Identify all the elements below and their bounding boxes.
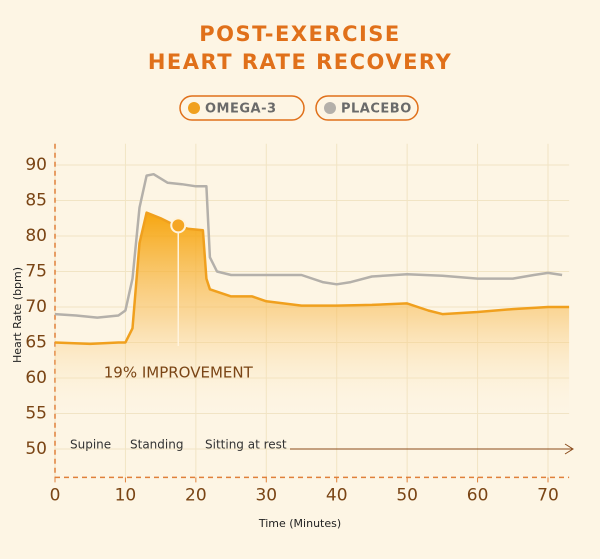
y-axis-label: Heart Rate (bpm) [11, 267, 24, 363]
x-tick-label: 30 [255, 485, 277, 505]
phase-label: Sitting at rest [205, 438, 287, 452]
series-area [55, 212, 570, 478]
x-tick-label: 0 [50, 485, 61, 505]
legend-pill [179, 95, 305, 121]
y-tick-label: 65 [25, 333, 47, 353]
legend-swatch [324, 102, 336, 114]
x-tick-label: 10 [115, 485, 137, 505]
phase-label: Standing [130, 438, 183, 452]
x-tick-label: 50 [396, 485, 418, 505]
annotation-text: 19% IMPROVEMENT [104, 364, 254, 382]
y-tick-label: 70 [25, 297, 47, 317]
x-tick-label: 40 [326, 485, 348, 505]
series-line [54, 172, 563, 319]
y-tick-label: 90 [25, 155, 47, 175]
y-tick-label: 50 [25, 439, 47, 459]
chart-title: POST-EXERCISE [199, 22, 401, 46]
legend-pill [315, 95, 419, 121]
legend-label: OMEGA-3 [205, 102, 277, 117]
y-tick-label: 80 [25, 226, 47, 246]
x-tick-label: 70 [537, 485, 559, 505]
y-tick-label: 85 [25, 191, 47, 211]
y-tick-label: 55 [25, 404, 47, 424]
phase-label: Supine [70, 438, 111, 452]
legend-swatch [188, 102, 200, 114]
series-line [54, 211, 570, 346]
annotation-marker [170, 217, 187, 234]
y-tick-label: 75 [25, 262, 47, 282]
x-axis-label: Time (Minutes) [258, 517, 341, 530]
phase-arrowhead [564, 443, 574, 455]
x-tick-label: 20 [185, 485, 207, 505]
chart-title: HEART RATE RECOVERY [148, 50, 452, 74]
y-tick-label: 60 [25, 368, 47, 388]
x-tick-label: 60 [467, 485, 489, 505]
legend-label: PLACEBO [341, 102, 412, 117]
